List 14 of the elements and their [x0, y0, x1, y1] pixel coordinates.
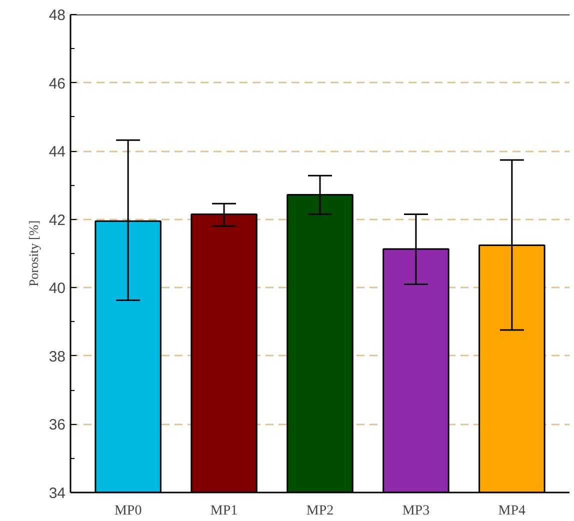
- y-tick-label: 38: [48, 348, 66, 366]
- x-tick-label: MP1: [210, 504, 238, 518]
- y-axis-title: Porosity [%]: [26, 220, 41, 287]
- y-tick-label: 42: [48, 212, 66, 229]
- y-tick-label: 48: [48, 7, 66, 24]
- x-tick-label: MP0: [114, 504, 142, 518]
- y-tick-label: 44: [48, 144, 66, 161]
- y-tick-label: 34: [48, 485, 66, 502]
- x-tick-label: MP3: [402, 504, 430, 518]
- y-tick-label: 46: [48, 75, 66, 92]
- y-tick-label: 36: [48, 416, 66, 434]
- x-tick-label: MP2: [306, 504, 334, 518]
- y-tick-label: 40: [48, 280, 66, 298]
- x-tick-label: MP4: [498, 504, 526, 518]
